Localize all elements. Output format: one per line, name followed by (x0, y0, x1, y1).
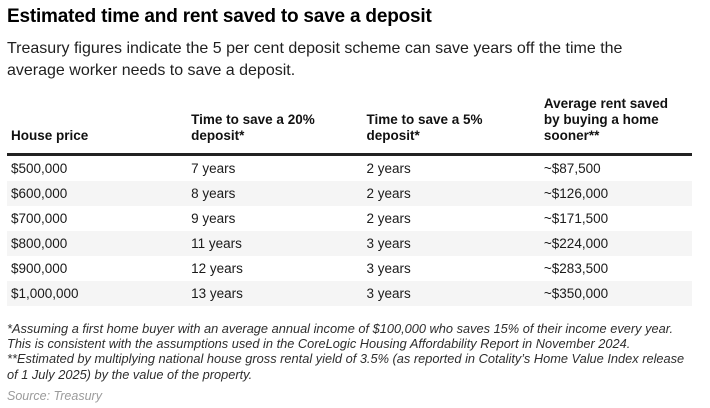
table-cell-time-20pct: 8 years (191, 186, 236, 201)
table-row: $500,000 7 years 2 years ~$87,500 (7, 155, 692, 182)
table-cell-rent-saved: ~$224,000 (543, 236, 609, 251)
table-cell-rent-saved: ~$283,500 (543, 261, 609, 276)
table-cell-house-price: $900,000 (11, 261, 68, 276)
table-cell-time-20pct: 13 years (191, 286, 243, 301)
table-cell-rent-saved: ~$87,500 (543, 161, 601, 176)
table-body: $500,000 7 years 2 years ~$87,500 $600,0… (7, 155, 692, 306)
table-cell-time-20pct: 11 years (191, 236, 242, 251)
chart-title: Estimated time and rent saved to save a … (7, 6, 432, 27)
table-cell-time-20pct: 12 years (191, 261, 243, 276)
table-cell-time-5pct: 3 years (366, 236, 411, 251)
table-cell-time-20pct: 9 years (191, 211, 236, 226)
table-row: $900,000 12 years 3 years ~$283,500 (7, 256, 692, 281)
table-header-row: House price Time to save a 20% deposit* … (7, 96, 692, 156)
table-cell-time-20pct: 7 years (191, 161, 236, 176)
table-cell-time-5pct: 2 years (366, 211, 411, 226)
column-header-time-20pct-deposit: Time to save a 20% deposit* (187, 96, 363, 156)
table-cell-time-5pct: 3 years (366, 261, 411, 276)
chart-subtitle: Treasury figures indicate the 5 per cent… (7, 40, 623, 79)
table-cell-time-5pct: 2 years (366, 186, 411, 201)
table-cell-house-price: $600,000 (11, 186, 68, 201)
table-cell-time-5pct: 2 years (366, 161, 411, 176)
column-header-time-5pct-deposit: Time to save a 5% deposit* (362, 96, 540, 156)
table-row: $700,000 9 years 2 years ~$171,500 (7, 206, 692, 231)
table-row: $800,000 11 years 3 years ~$224,000 (7, 231, 692, 256)
footnote: *Assuming a first home buyer with an ave… (7, 321, 685, 382)
table-cell-rent-saved: ~$126,000 (543, 186, 609, 201)
table-cell-time-5pct: 3 years (366, 286, 411, 301)
table-cell-house-price: $1,000,000 (11, 286, 79, 301)
table-row: $600,000 8 years 2 years ~$126,000 (7, 181, 692, 206)
column-header-house-price: House price (7, 96, 188, 156)
table-cell-rent-saved: ~$171,500 (543, 211, 609, 226)
column-header-avg-rent-saved: Average rent saved by buying a home soon… (539, 96, 692, 156)
table-cell-house-price: $800,000 (11, 236, 68, 251)
deposit-data-table: House price Time to save a 20% deposit* … (7, 96, 692, 306)
table-cell-house-price: $500,000 (11, 161, 68, 176)
table-header: House price Time to save a 20% deposit* … (7, 96, 692, 156)
table-cell-house-price: $700,000 (11, 211, 68, 226)
source-attribution: Source: Treasury (7, 388, 102, 403)
table-row: $1,000,000 13 years 3 years ~$350,000 (7, 281, 692, 306)
table-cell-rent-saved: ~$350,000 (543, 286, 609, 301)
